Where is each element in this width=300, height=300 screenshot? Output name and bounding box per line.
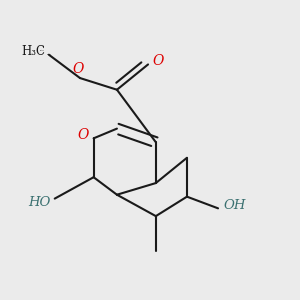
Text: methyl: methyl bbox=[40, 50, 44, 52]
Text: O: O bbox=[152, 54, 164, 68]
Text: methyl: methyl bbox=[46, 54, 51, 55]
Text: O: O bbox=[77, 128, 88, 142]
Text: HO: HO bbox=[28, 196, 51, 209]
Text: H₃C: H₃C bbox=[21, 45, 45, 58]
Text: O: O bbox=[72, 62, 84, 76]
Text: OH: OH bbox=[224, 199, 246, 212]
